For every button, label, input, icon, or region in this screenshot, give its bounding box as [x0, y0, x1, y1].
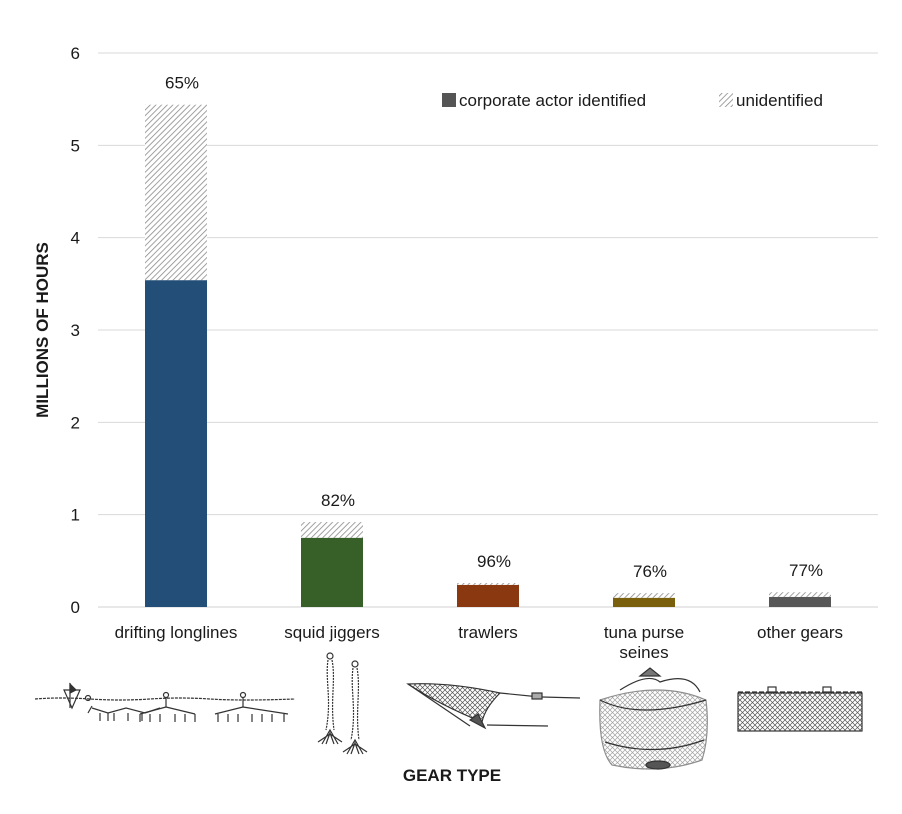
y-tick-label: 6	[71, 44, 80, 63]
y-tick-label: 5	[71, 136, 80, 155]
bar-identified	[145, 280, 207, 607]
y-tick-label: 0	[71, 598, 80, 617]
category-label: tuna purse seines	[604, 623, 684, 662]
trawl-net-illustration	[406, 683, 581, 730]
category-label: squid jiggers	[284, 623, 379, 642]
bar-identified	[301, 537, 363, 607]
y-tick-label: 4	[71, 229, 80, 248]
bar-identified	[613, 597, 675, 607]
category-label: trawlers	[458, 623, 518, 642]
percent-label: 96%	[477, 552, 511, 571]
bar-unidentified	[145, 104, 207, 281]
y-tick-label: 3	[71, 321, 80, 340]
category-labels: drifting longlines squid jiggers trawlers t…	[115, 623, 843, 662]
bar-unidentified	[457, 582, 519, 585]
category-label: other gears	[757, 623, 843, 642]
percent-label: 82%	[321, 491, 355, 510]
bar-unidentified	[769, 592, 831, 597]
legend-label-unidentified: unidentified	[736, 91, 823, 110]
longline-illustration	[34, 682, 296, 722]
legend-label-identified: corporate actor identified	[459, 91, 646, 110]
percent-label: 76%	[633, 562, 667, 581]
x-axis-title: GEAR TYPE	[403, 766, 501, 785]
legend-swatch-unidentified	[719, 93, 733, 107]
y-tick-label: 2	[71, 413, 80, 432]
squid-jigger-illustration	[317, 652, 368, 755]
percent-label: 77%	[789, 561, 823, 580]
y-axis-ticks: 0 1 2 3 4 5 6	[71, 44, 80, 617]
bar-identified	[769, 596, 831, 607]
y-tick-label: 1	[71, 506, 80, 525]
y-axis-title: MILLIONS OF HOURS	[33, 242, 52, 418]
bar-unidentified	[613, 593, 675, 598]
bars	[145, 104, 831, 607]
legend: corporate actor identified unidentified	[442, 91, 823, 110]
category-label: drifting longlines	[115, 623, 238, 642]
legend-swatch-identified	[442, 93, 456, 107]
gridlines	[98, 52, 878, 516]
gillnet-illustration	[737, 686, 864, 732]
bar-identified	[457, 584, 519, 607]
purse-seine-illustration	[599, 667, 708, 770]
percent-label: 65%	[165, 74, 199, 93]
bar-unidentified	[301, 522, 363, 538]
percent-labels: 65% 82% 96% 76% 77%	[165, 74, 823, 581]
